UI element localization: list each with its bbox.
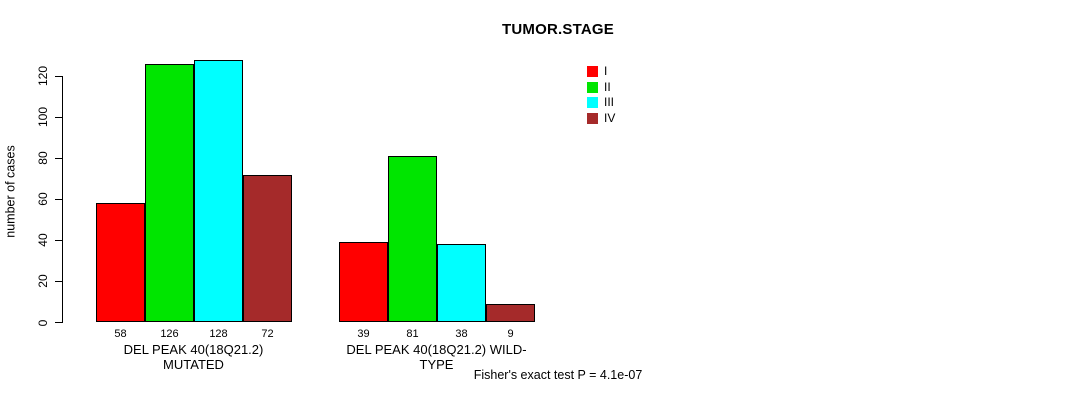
legend-swatch-icon xyxy=(587,112,598,124)
legend-swatch-icon xyxy=(587,81,598,93)
legend-swatch-icon xyxy=(587,97,598,108)
bar-value-label: 72 xyxy=(261,328,274,340)
y-axis-line xyxy=(62,76,63,323)
y-tick-mark xyxy=(55,116,62,118)
y-tick-label: 40 xyxy=(36,233,50,248)
bar-value-label: 38 xyxy=(455,328,468,340)
y-tick-mark xyxy=(55,280,62,282)
legend-item-iv: IV xyxy=(587,110,616,125)
y-tick-label: 100 xyxy=(36,107,50,128)
legend-item-iii: III xyxy=(587,95,615,109)
legend-item-i: I xyxy=(587,64,615,78)
bar-value-label: 39 xyxy=(357,328,370,340)
legend-label: II xyxy=(604,79,611,94)
bar-stage-ii-group2 xyxy=(388,156,437,323)
x-axis-group-label-mutated: DEL PEAK 40(18Q21.2) MUTATED xyxy=(123,342,264,372)
y-tick-label: 20 xyxy=(36,274,50,289)
y-tick-label: 80 xyxy=(36,151,50,165)
y-tick-mark xyxy=(55,239,62,241)
bar-value-label: 9 xyxy=(507,328,514,340)
legend-swatch-icon xyxy=(587,66,598,77)
legend: I II III IV xyxy=(587,64,616,125)
legend-label: IV xyxy=(604,110,616,125)
bar-stage-iv-group2 xyxy=(486,304,535,323)
x-axis-group-label-wild-type: DEL PEAK 40(18Q21.2) WILD-TYPE xyxy=(346,342,527,372)
bar-value-label: 128 xyxy=(209,328,228,340)
bar-value-label: 126 xyxy=(160,328,179,340)
y-tick-label: 120 xyxy=(36,66,50,87)
bar-value-label: 81 xyxy=(406,328,419,340)
y-tick-label: 60 xyxy=(36,192,50,206)
bar-stage-iii-group2 xyxy=(437,244,486,323)
bar-stage-iii-group1 xyxy=(194,59,243,323)
legend-label: I xyxy=(604,64,608,78)
annotation-text: Fisher's exact test P = 4.1e-07 xyxy=(473,368,643,382)
y-axis-label: number of cases xyxy=(3,145,18,238)
bar-stage-iv-group1 xyxy=(243,174,292,323)
y-tick-mark xyxy=(55,198,62,200)
bar-stage-i-group1 xyxy=(96,203,145,323)
bar-value-label: 58 xyxy=(114,328,127,340)
y-tick-mark xyxy=(55,157,62,159)
y-tick-mark xyxy=(55,322,62,323)
y-tick-mark xyxy=(55,75,62,77)
bar-stage-ii-group1 xyxy=(145,63,194,323)
y-tick-label: 0 xyxy=(36,319,50,326)
legend-label: III xyxy=(604,95,615,109)
chart-title: TUMOR.STAGE xyxy=(502,21,614,38)
bar-stage-i-group2 xyxy=(339,242,388,323)
legend-item-ii: II xyxy=(587,79,615,94)
